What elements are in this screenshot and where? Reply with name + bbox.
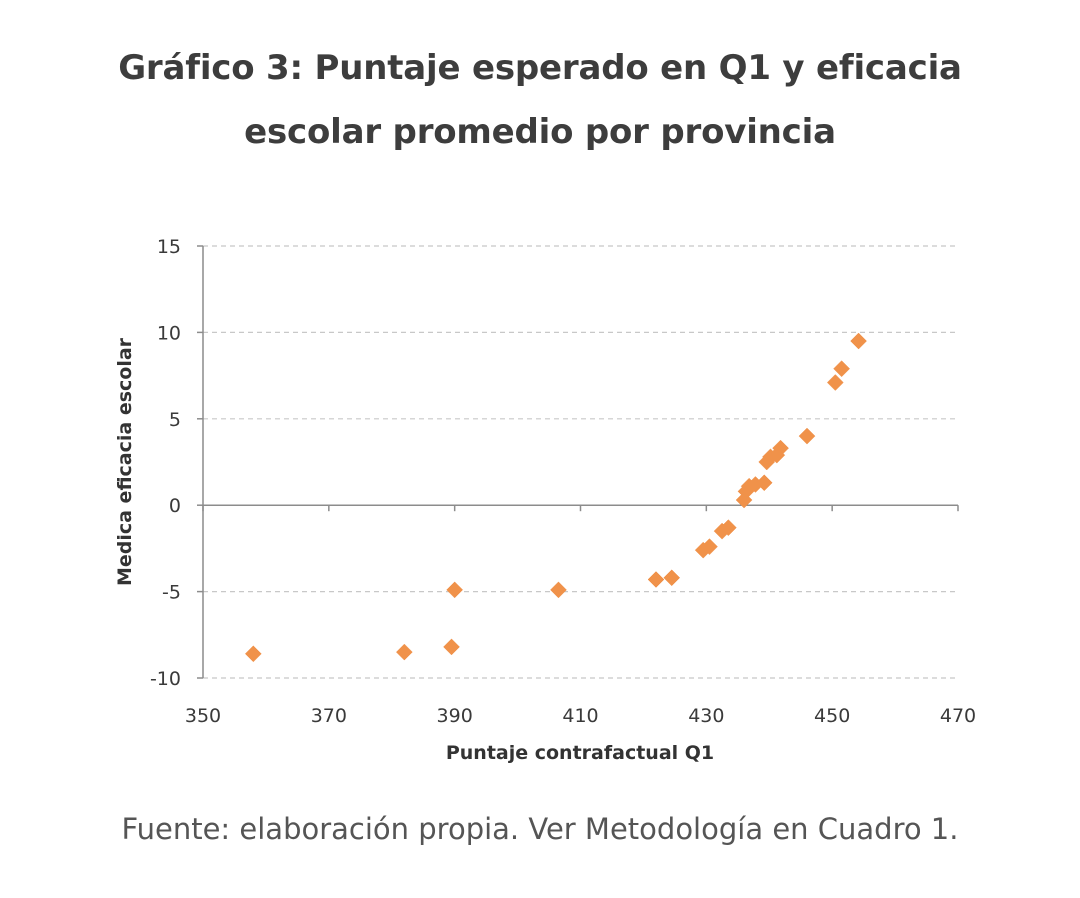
data-points xyxy=(244,332,867,663)
grid-lines xyxy=(203,245,958,679)
source-caption: Fuente: elaboración propia. Ver Metodolo… xyxy=(121,812,959,846)
data-point-5 xyxy=(550,581,567,599)
y-tick-label: -5 xyxy=(162,582,181,604)
data-point-9 xyxy=(701,538,718,556)
x-tick-label: 470 xyxy=(940,705,976,727)
y-axis-label: Medica eficacia escolar xyxy=(114,337,136,586)
data-point-11 xyxy=(720,519,737,537)
y-tick-label: 15 xyxy=(157,236,181,258)
chart-title: Gráfico 3: Puntaje esperado en Q1 y efic… xyxy=(90,36,990,164)
chart-title-line-1: Gráfico 3: Puntaje esperado en Q1 y efic… xyxy=(118,48,962,88)
axes xyxy=(197,245,959,679)
data-point-22 xyxy=(826,374,844,391)
y-tick-label: 10 xyxy=(157,322,181,344)
y-tick-label: 0 xyxy=(169,495,181,517)
x-tick-label: 430 xyxy=(688,705,724,727)
data-point-24 xyxy=(850,332,867,350)
data-point-4 xyxy=(446,581,464,599)
data-point-7 xyxy=(663,569,681,587)
data-point-6 xyxy=(647,571,665,588)
data-point-1 xyxy=(244,645,262,663)
x-tick-label: 450 xyxy=(814,705,850,727)
data-point-2 xyxy=(395,643,413,661)
tick-labels: -10 -5 0 5 10 15 350 370 390 410 430 450 470 xyxy=(150,236,976,727)
x-tick-label: 410 xyxy=(562,705,598,727)
chart-title-line-2: escolar promedio por provincia xyxy=(244,112,836,152)
x-tick-label: 370 xyxy=(311,705,347,727)
data-point-21 xyxy=(798,427,816,445)
data-point-3 xyxy=(443,638,460,656)
y-tick-label: -10 xyxy=(150,668,181,690)
x-tick-label: 390 xyxy=(437,705,473,727)
y-tick-label: 5 xyxy=(169,409,181,431)
data-point-23 xyxy=(833,360,850,378)
x-axis-label: Puntaje contrafactual Q1 xyxy=(446,742,714,764)
data-point-16 xyxy=(755,474,773,492)
x-tick-label: 350 xyxy=(185,705,221,727)
data-point-20 xyxy=(772,439,789,457)
